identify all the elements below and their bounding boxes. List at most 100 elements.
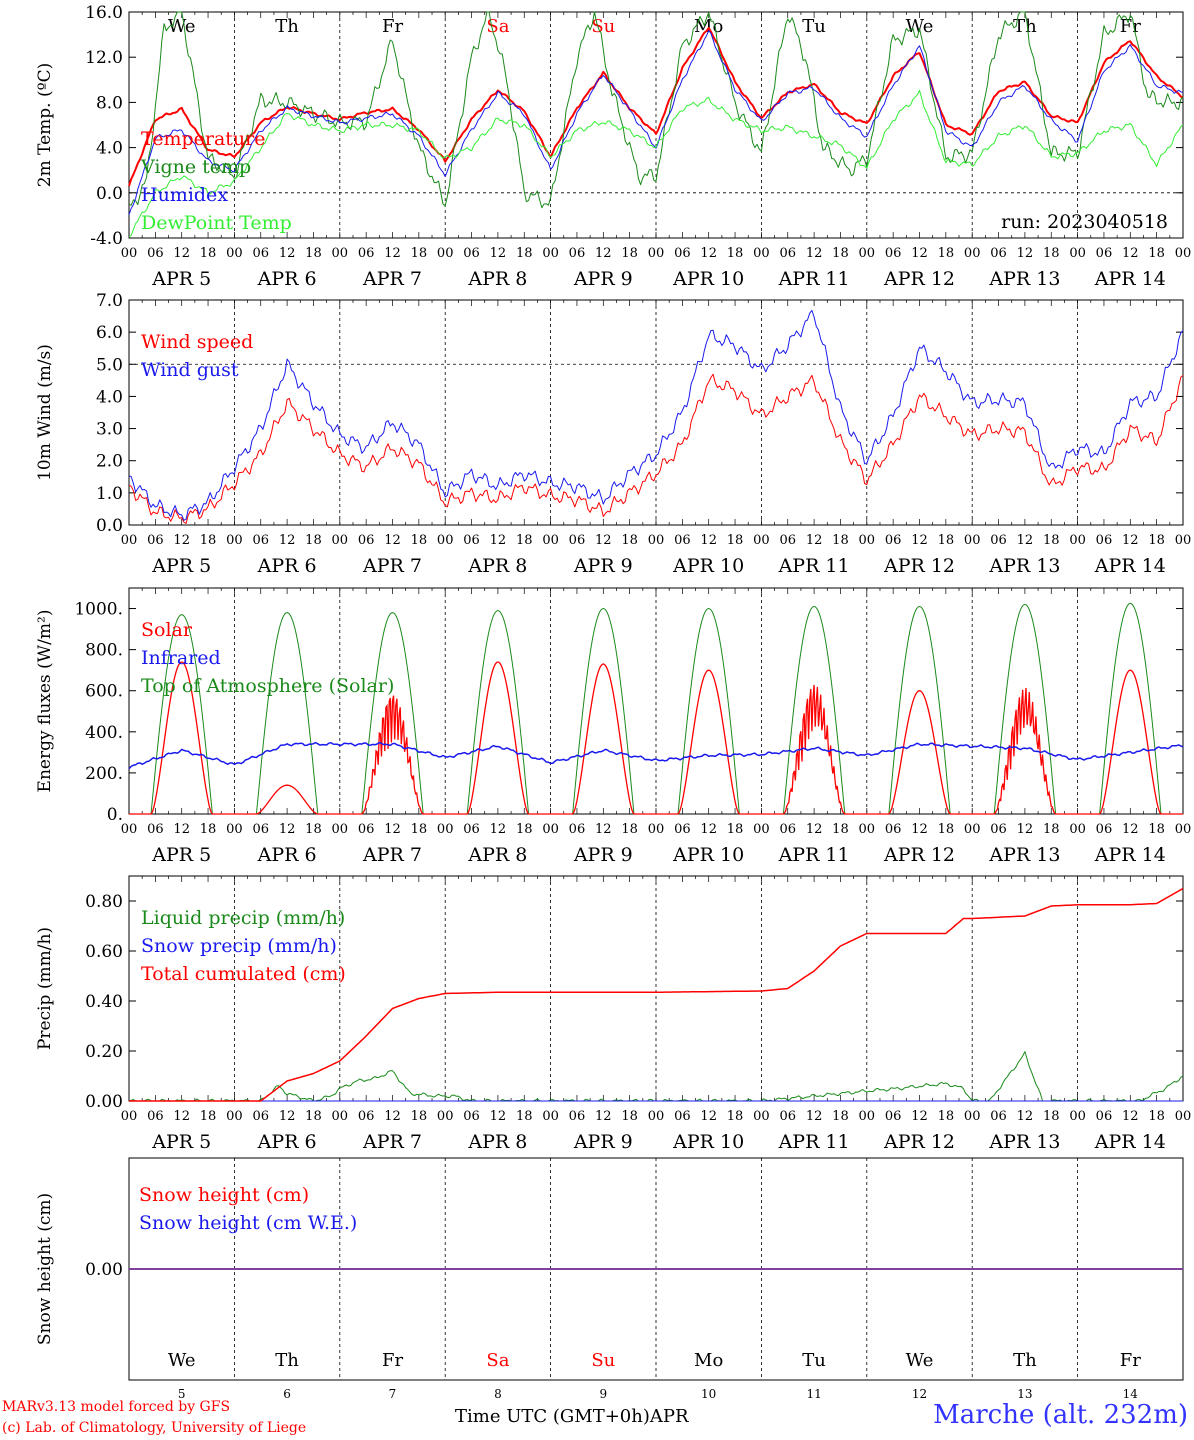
hour-tick-label: 06 xyxy=(885,1109,902,1124)
hour-tick-label: 18 xyxy=(1148,246,1165,261)
hour-tick-label: 12 xyxy=(1122,822,1139,837)
hour-tick-label: 00 xyxy=(753,1109,770,1124)
hour-tick-label: 06 xyxy=(1096,246,1113,261)
hour-tick-label: 06 xyxy=(990,533,1007,548)
date-label: APR 9 xyxy=(573,555,633,577)
y-axis-label: Energy fluxes (W/m²) xyxy=(35,610,55,793)
hour-tick-label: 12 xyxy=(279,533,296,548)
day-number-label: 14 xyxy=(1123,1387,1139,1401)
hour-tick-label: 00 xyxy=(859,1109,876,1124)
hour-tick-label: 00 xyxy=(121,246,138,261)
weekday-label: We xyxy=(168,16,196,37)
hour-tick-label: 12 xyxy=(279,246,296,261)
y-axis-label: 10m Wind (m/s) xyxy=(35,344,55,481)
y-tick-label: 0.20 xyxy=(85,1042,123,1062)
hour-tick-label: 06 xyxy=(569,533,586,548)
hour-tick-label: 12 xyxy=(911,1109,928,1124)
y-tick-label: 0.0 xyxy=(96,184,123,204)
hour-tick-label: 12 xyxy=(700,1109,717,1124)
date-label: APR 7 xyxy=(362,1131,422,1153)
hour-tick-label: 18 xyxy=(832,822,849,837)
hour-tick-label: 00 xyxy=(859,246,876,261)
temp-series-line-2 xyxy=(128,11,1184,209)
y-tick-label: 2.0 xyxy=(96,452,123,472)
weekday-label: We xyxy=(168,1350,196,1371)
y-tick-label: 3.0 xyxy=(96,420,123,440)
date-label: APR 13 xyxy=(988,844,1060,866)
hour-tick-label: 12 xyxy=(700,533,717,548)
hour-tick-label: 18 xyxy=(1043,1109,1060,1124)
hour-tick-label: 18 xyxy=(305,533,322,548)
energy-series-infrared xyxy=(128,741,1184,770)
hour-tick-label: 12 xyxy=(595,822,612,837)
hour-tick-label: 00 xyxy=(226,822,243,837)
legend-entry: Vigne temp xyxy=(140,156,251,178)
legend-entry: Wind speed xyxy=(141,331,253,353)
hour-tick-label: 00 xyxy=(226,533,243,548)
legend-entry: Total cumulated (cm) xyxy=(141,963,346,985)
hour-tick-label: 00 xyxy=(542,1109,559,1124)
hour-tick-label: 12 xyxy=(1017,1109,1034,1124)
date-label: APR 12 xyxy=(883,1131,955,1153)
station-name: Marche (alt. 232m) xyxy=(933,1400,1188,1430)
weekday-label: Th xyxy=(1013,1350,1037,1371)
hour-tick-label: 18 xyxy=(516,822,533,837)
hour-tick-label: 18 xyxy=(411,1109,428,1124)
hour-tick-label: 12 xyxy=(490,533,507,548)
hour-tick-label: 18 xyxy=(411,533,428,548)
hour-tick-label: 18 xyxy=(727,822,744,837)
hour-tick-label: 18 xyxy=(727,533,744,548)
date-label: APR 14 xyxy=(1094,844,1166,866)
hour-tick-label: 12 xyxy=(384,533,401,548)
hour-tick-label: 00 xyxy=(332,246,349,261)
hour-tick-label: 00 xyxy=(648,822,665,837)
y-tick-label: 0.00 xyxy=(85,1092,123,1112)
hour-tick-label: 12 xyxy=(1017,822,1034,837)
hour-tick-label: 18 xyxy=(938,1109,955,1124)
hour-tick-label: 12 xyxy=(911,822,928,837)
energy-series-solar xyxy=(129,661,1183,815)
hour-tick-label: 18 xyxy=(621,1109,638,1124)
credit-line-model: MARv3.13 model forced by GFS xyxy=(2,1399,231,1415)
hour-tick-label: 00 xyxy=(964,1109,981,1124)
date-label: APR 8 xyxy=(467,555,527,577)
hour-tick-label: 18 xyxy=(621,533,638,548)
hour-tick-label: 00 xyxy=(859,822,876,837)
hour-tick-label: 06 xyxy=(569,1109,586,1124)
hour-tick-label: 00 xyxy=(226,1109,243,1124)
y-tick-label: 5.0 xyxy=(96,355,123,375)
hour-tick-label: 00 xyxy=(964,822,981,837)
date-label: APR 11 xyxy=(778,844,850,866)
y-tick-label: 8.0 xyxy=(96,93,123,113)
y-axis-label: 2m Temp. (ºC) xyxy=(35,63,55,188)
hour-tick-label: 06 xyxy=(358,1109,375,1124)
weekday-label: Mo xyxy=(694,16,723,37)
hour-tick-label: 06 xyxy=(779,533,796,548)
date-label: APR 6 xyxy=(257,844,317,866)
hour-tick-label: 18 xyxy=(305,1109,322,1124)
hour-tick-label: 00 xyxy=(437,533,454,548)
legend-entry: Snow height (cm) xyxy=(139,1184,309,1206)
legend-entry: Snow height (cm W.E.) xyxy=(139,1212,357,1234)
hour-tick-label: 12 xyxy=(806,822,823,837)
hour-tick-label: 06 xyxy=(674,1109,691,1124)
hour-tick-label: 06 xyxy=(252,533,269,548)
hour-tick-label: 18 xyxy=(200,822,217,837)
day-number-label: 11 xyxy=(806,1387,821,1401)
legend-entry: Snow precip (mm/h) xyxy=(141,935,337,957)
hour-tick-label: 06 xyxy=(147,246,164,261)
date-label: APR 5 xyxy=(151,268,211,290)
hour-tick-label: 06 xyxy=(1096,1109,1113,1124)
hour-tick-label: 18 xyxy=(727,1109,744,1124)
date-label: APR 10 xyxy=(672,844,744,866)
y-tick-label: 0.00 xyxy=(85,1260,123,1280)
hour-tick-label: 18 xyxy=(1148,822,1165,837)
hour-tick-label: 12 xyxy=(911,533,928,548)
hour-tick-label: 18 xyxy=(938,533,955,548)
hour-tick-label: 00 xyxy=(542,822,559,837)
hour-tick-label: 06 xyxy=(463,533,480,548)
hour-tick-label: 18 xyxy=(832,533,849,548)
date-label: APR 8 xyxy=(467,268,527,290)
hour-tick-label: 06 xyxy=(779,1109,796,1124)
